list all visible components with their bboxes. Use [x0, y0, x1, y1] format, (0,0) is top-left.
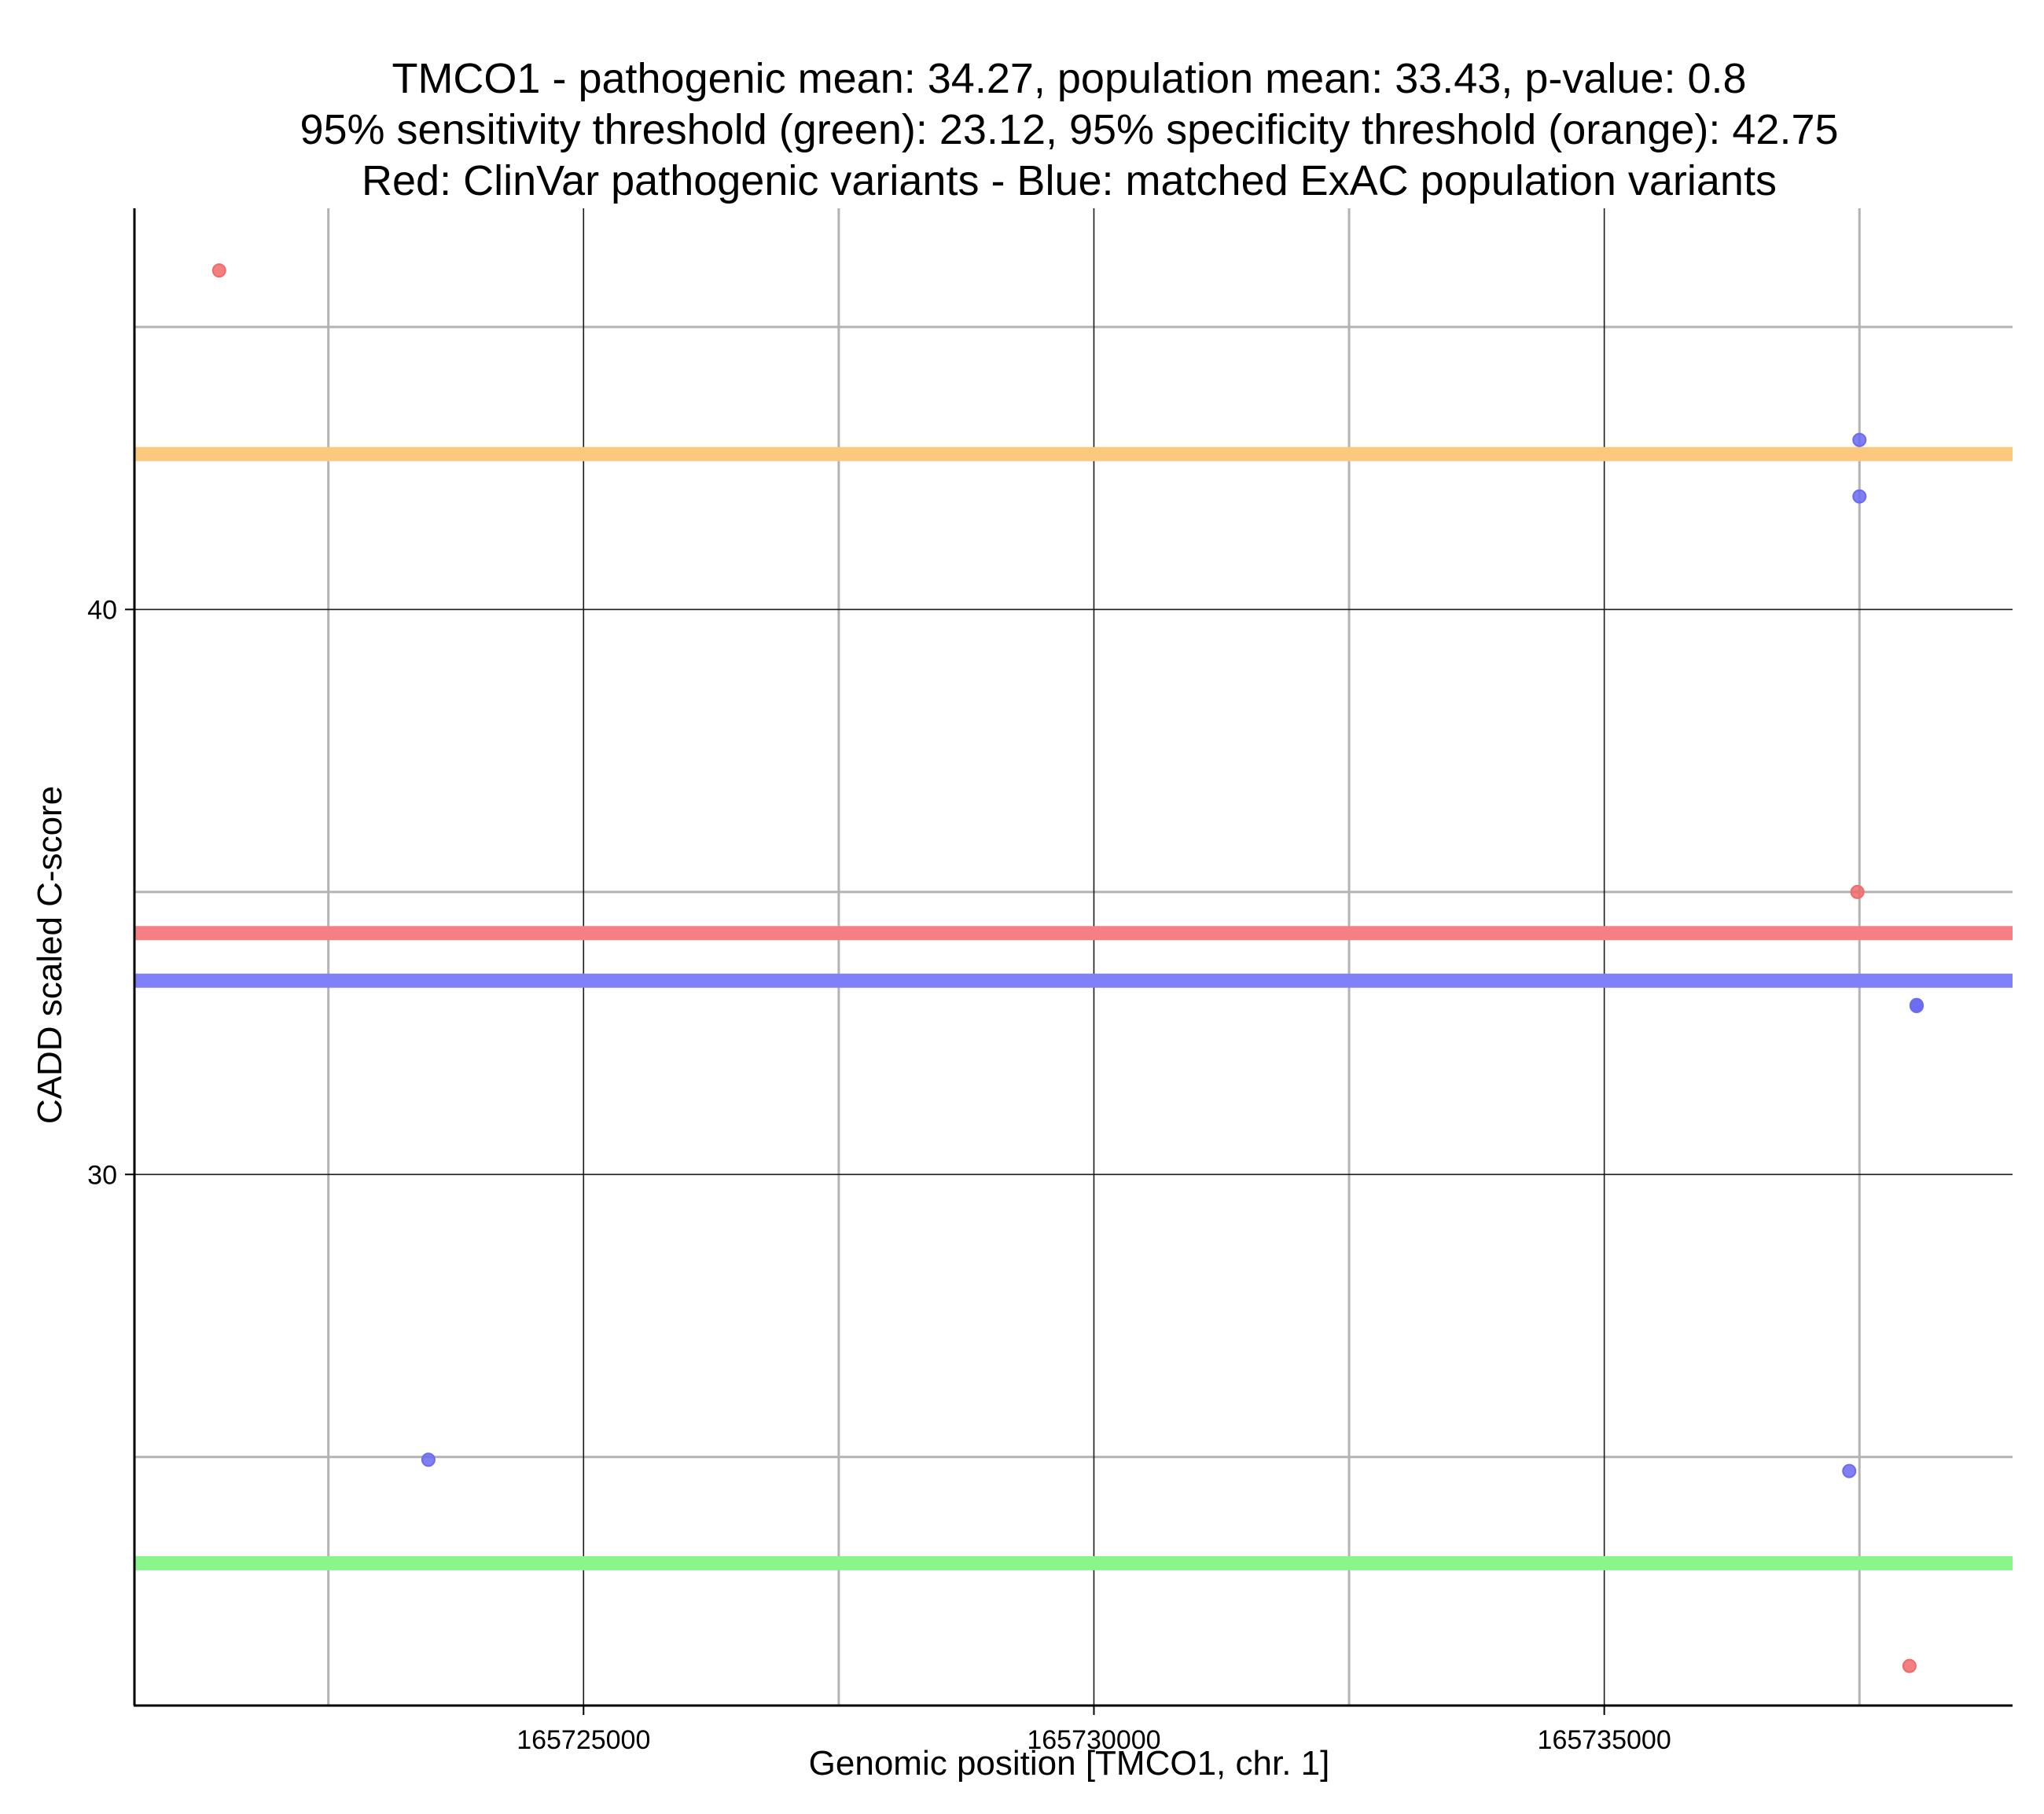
pathogenic-point: [1850, 884, 1865, 899]
population-point: [1852, 432, 1867, 447]
grid-lines: [134, 208, 2013, 1706]
chart-title: TMCO1 - pathogenic mean: 34.27, populati…: [300, 55, 1838, 204]
y-axis-title: CADD scaled C-score: [31, 786, 69, 1124]
y-tick-label: 30: [87, 1160, 117, 1190]
population-point: [421, 1452, 436, 1467]
x-axis-title: Genomic position [TMCO1, chr. 1]: [809, 1744, 1330, 1783]
population-point: [1842, 1463, 1857, 1478]
x-tick-label: 165730000: [1027, 1725, 1160, 1755]
population-point: [1852, 489, 1867, 504]
axes: [133, 208, 2013, 1707]
tick-labels: 165725000 165730000 165735000 30 40: [87, 595, 1671, 1755]
pathogenic-point: [211, 263, 226, 278]
data-points: [211, 263, 1924, 1673]
y-tick-label: 40: [87, 595, 117, 625]
title-line-2: 95% sensitivity threshold (green): 23.12…: [300, 106, 1838, 153]
pathogenic-point: [1902, 1658, 1917, 1673]
title-line-1: TMCO1 - pathogenic mean: 34.27, populati…: [392, 55, 1746, 102]
x-tick-label: 165725000: [517, 1725, 650, 1755]
title-line-3: Red: ClinVar pathogenic variants - Blue:…: [362, 157, 1777, 204]
threshold-lines: [134, 446, 2013, 1570]
population-point: [1909, 997, 1924, 1012]
x-tick-label: 165735000: [1538, 1725, 1671, 1755]
